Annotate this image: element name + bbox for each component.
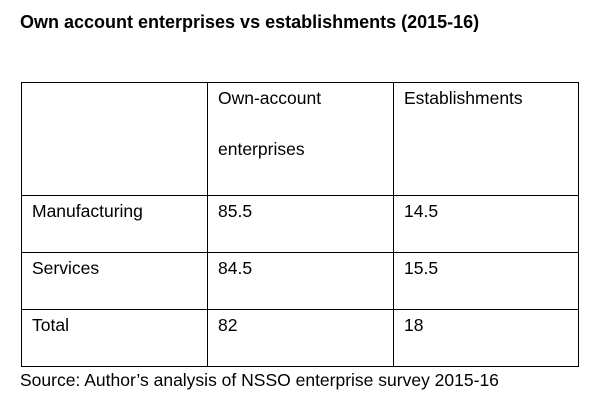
header-own-account-line1: Own-account <box>218 88 322 108</box>
row-label: Manufacturing <box>21 195 208 253</box>
header-establishments: Establishments <box>393 82 579 196</box>
table-row: Total 82 18 <box>21 309 579 367</box>
establishments-value: 18 <box>393 309 579 367</box>
data-table: Own-account enterprises Establishments M… <box>21 82 579 367</box>
header-own-account-line2: enterprises <box>218 139 305 159</box>
table-title: Own account enterprises vs establishment… <box>20 12 480 32</box>
table-row: Manufacturing 85.5 14.5 <box>21 195 579 253</box>
establishments-value: 14.5 <box>393 195 579 253</box>
establishments-value: 15.5 <box>393 252 579 310</box>
source-note: Source: Author’s analysis of NSSO enterp… <box>20 370 499 390</box>
table-row: Services 84.5 15.5 <box>21 252 579 310</box>
own-account-value: 85.5 <box>207 195 394 253</box>
own-account-value: 82 <box>207 309 394 367</box>
row-label: Total <box>21 309 208 367</box>
corner-cell <box>21 82 208 196</box>
header-own-account: Own-account enterprises <box>207 82 394 196</box>
row-label: Services <box>21 252 208 310</box>
own-account-value: 84.5 <box>207 252 394 310</box>
table-header-row: Own-account enterprises Establishments <box>21 82 579 196</box>
